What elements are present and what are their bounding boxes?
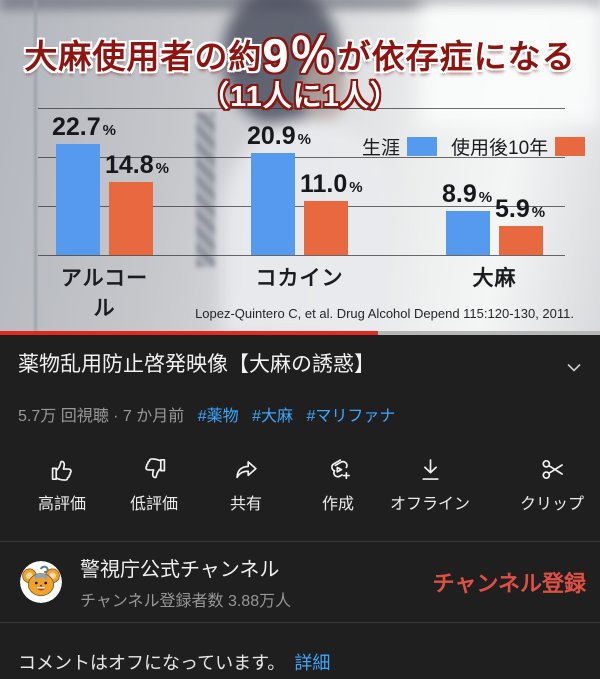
- chart-citation: Lopez-Quintero C, et al. Drug Alcohol De…: [195, 306, 574, 321]
- channel-name[interactable]: 警視庁公式チャンネル: [80, 559, 280, 581]
- pipo-kun-mascot-icon: [20, 561, 62, 603]
- action-label: 作成: [321, 496, 354, 513]
- like-button[interactable]: 高評価: [16, 456, 108, 514]
- chart-value-label: 8.9%: [442, 180, 493, 209]
- chart-gridline: [38, 255, 565, 256]
- comments-off-status: コメントはオフになっています。: [18, 653, 286, 673]
- divider: [0, 541, 600, 542]
- comments-section: コメントはオフになっています。 詳細: [0, 623, 600, 675]
- channel-avatar[interactable]: [20, 561, 62, 603]
- channel-text: 警視庁公式チャンネル チャンネル登録者数 3.88万人: [80, 553, 291, 611]
- chart-value-label: 5.9%: [495, 195, 546, 224]
- chart-value-label: 11.0%: [300, 170, 363, 199]
- video-player[interactable]: 大麻使用者の約9％が依存症になる （11人に1人） 22.7% 14.8% アルコー…: [0, 0, 600, 335]
- share-button[interactable]: 共有: [200, 456, 292, 514]
- offline-button[interactable]: オフライン: [384, 456, 476, 514]
- download-icon: [421, 459, 439, 480]
- comments-learn-more-link[interactable]: 詳細: [294, 653, 331, 673]
- overlay-headline-line2: （11人に1人）: [200, 80, 400, 113]
- progress-bar[interactable]: [0, 331, 600, 335]
- chart-bar: [499, 226, 543, 255]
- legend-label-lifetime: 生涯: [362, 138, 401, 159]
- dislike-button[interactable]: 低評価: [108, 456, 200, 514]
- action-label: 共有: [229, 496, 262, 513]
- chart-value-label: 22.7%: [52, 112, 117, 141]
- chart-bar: [251, 152, 295, 255]
- action-label: 高評価: [37, 496, 86, 513]
- chart-bar: [56, 143, 100, 255]
- chart-bar: [304, 201, 348, 255]
- overlay-headline-line1: 大麻使用者の約9％が依存症になる: [24, 29, 576, 82]
- view-count-and-age: 5.7万 回視聴 · 7 か月前: [18, 408, 185, 425]
- create-icon: [330, 459, 350, 480]
- channel-row[interactable]: 警視庁公式チャンネル チャンネル登録者数 3.88万人 チャンネル登録: [0, 542, 600, 622]
- clip-button[interactable]: クリップ: [506, 456, 598, 514]
- action-button-row: 高評価 低評価 共有 作成: [0, 426, 600, 514]
- chart-category-label: アルコール: [60, 267, 149, 320]
- chart-value-label: 14.8%: [105, 151, 170, 180]
- action-label: クリップ: [519, 496, 584, 513]
- chart-legend: 生涯 使用後10年: [362, 133, 586, 160]
- action-label: オフライン: [389, 496, 470, 513]
- legend-swatch-10yr: [555, 137, 586, 156]
- action-label: 低評価: [129, 496, 178, 513]
- legend-label-10yr: 使用後10年: [451, 138, 549, 159]
- expand-description-button[interactable]: [562, 355, 586, 384]
- progress-bar-played: [0, 331, 378, 335]
- chart-category-label: 大麻: [472, 267, 517, 290]
- chevron-down-icon: [567, 363, 581, 372]
- overlay-headline: 大麻使用者の約9％が依存症になる （11人に1人）: [0, 32, 600, 113]
- create-button[interactable]: 作成: [292, 456, 384, 514]
- video-meta-row: 5.7万 回視聴 · 7 か月前 #薬物 #大麻 #マリファナ: [0, 384, 600, 426]
- divider: [0, 622, 600, 623]
- chart-bar: [446, 211, 490, 255]
- chart-bar: [109, 182, 153, 255]
- scissors-icon: [541, 459, 563, 480]
- video-title: 薬物乱用防止啓発映像【大麻の誘惑】: [18, 353, 375, 376]
- thumbs-up-icon: [51, 460, 72, 481]
- chart-category-label: コカイン: [255, 267, 344, 290]
- hashtag-link[interactable]: #薬物: [197, 408, 239, 425]
- hashtag-link[interactable]: #マリファナ: [306, 408, 396, 425]
- chart-value-label: 20.9%: [247, 121, 312, 150]
- hashtag-link[interactable]: #大麻: [252, 408, 293, 425]
- subscribe-button[interactable]: チャンネル登録: [432, 571, 586, 596]
- legend-swatch-lifetime: [407, 137, 438, 156]
- video-title-row: 薬物乱用防止啓発映像【大麻の誘惑】: [0, 335, 600, 384]
- share-icon: [235, 461, 257, 479]
- thumbs-down-icon: [144, 458, 165, 479]
- channel-subscriber-count: チャンネル登録者数 3.88万人: [80, 593, 292, 610]
